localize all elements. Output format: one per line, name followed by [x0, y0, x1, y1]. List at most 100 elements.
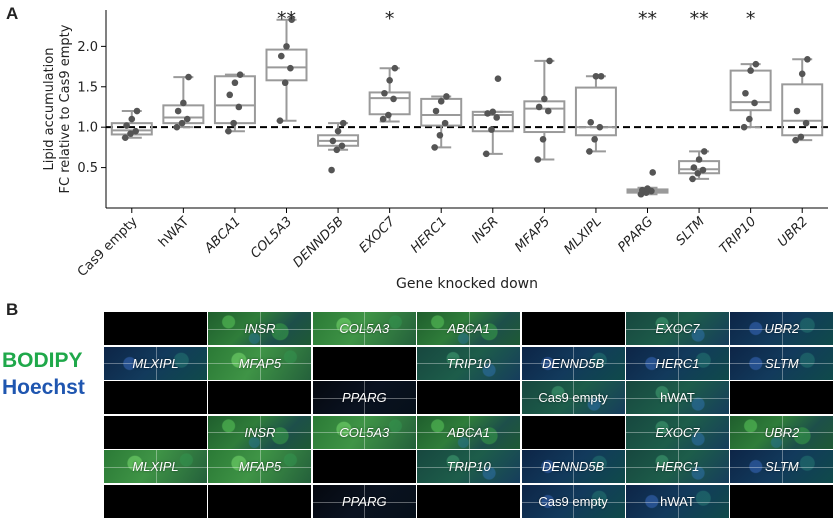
tile-seam-horizontal [521, 397, 625, 399]
data-point [644, 185, 651, 192]
data-point [494, 75, 502, 82]
x-tick-label: PPARG [615, 214, 656, 255]
microscopy-tile-empty [521, 415, 625, 449]
data-point [329, 137, 337, 145]
tile-seam-horizontal [730, 328, 834, 330]
tile-label: hWAT [660, 494, 695, 509]
boxplot-chart: 0.5 1.0 1.5 2.0 Lipid accumulation FC relativ… [42, 8, 828, 292]
microscopy-tile-herc1: HERC1 [626, 346, 729, 380]
tile-seam-vertical [364, 312, 366, 345]
legend-bodipy: BODIPY [2, 349, 83, 372]
tile-seam-vertical [259, 450, 261, 484]
microscopy-tile-abca1: ABCA1 [417, 415, 521, 449]
microscopy-tile-empty [208, 485, 312, 518]
tile-label: DENND5B [542, 459, 605, 475]
x-tick-label: MLXIPL [561, 214, 604, 257]
data-point [390, 95, 397, 103]
significance-marker: * [385, 8, 395, 30]
tile-label: TRIP10 [446, 355, 491, 371]
x-tick-label: TRIP10 [717, 214, 760, 257]
microscopy-tile-exoc7: EXOC7 [626, 415, 729, 449]
microscopy-tile-mlxipl: MLXIPL [104, 346, 207, 380]
y-tick-label: 1.0 [77, 121, 98, 136]
tile-seam-vertical [155, 346, 157, 380]
data-point [381, 89, 388, 97]
microscopy-tile-empty [208, 381, 312, 415]
data-point [334, 127, 342, 135]
microscopy-tile-ubr2: UBR2 [730, 312, 834, 345]
tile-seam-horizontal [626, 397, 729, 399]
data-point [132, 127, 139, 135]
y-axis-label-line1: Lipid accumulation [42, 48, 57, 171]
data-point [121, 134, 129, 141]
data-point [123, 122, 130, 129]
tile-seam-horizontal [417, 328, 521, 330]
data-point [174, 107, 182, 115]
data-point [333, 146, 341, 154]
tile-seam-vertical [677, 485, 679, 518]
data-point [793, 107, 801, 115]
data-point [700, 148, 708, 155]
tile-label: ABCA1 [447, 321, 490, 336]
tile-label: COL5A3 [339, 424, 390, 440]
data-point [231, 79, 239, 87]
tile-seam-horizontal [417, 432, 521, 434]
tile-seam-vertical [781, 312, 783, 345]
tile-seam-horizontal [104, 363, 207, 365]
data-point [534, 156, 542, 163]
tile-seam-horizontal [312, 397, 416, 399]
microscopy-tile-insr: INSR [208, 415, 312, 449]
x-tick-label: INSR [469, 214, 501, 246]
microscopy-tile-empty [417, 485, 521, 518]
tile-seam-horizontal [417, 466, 521, 468]
data-point [596, 123, 604, 131]
data-point [591, 136, 598, 143]
tile-label: EXOC7 [655, 424, 700, 440]
tile-seam-vertical [259, 346, 261, 380]
data-point [379, 115, 387, 123]
data-point [489, 108, 497, 116]
tile-seam-vertical [573, 346, 575, 380]
data-point [236, 71, 244, 78]
tile-label: MFAP5 [238, 355, 282, 371]
significance-marker: * [746, 8, 756, 30]
data-point [338, 142, 346, 150]
data-point [278, 52, 285, 60]
tile-label: PPARG [342, 390, 387, 406]
tile-label: HERC1 [655, 459, 700, 475]
data-point [804, 55, 811, 63]
microscopy-tile-sltm: SLTM [730, 450, 834, 484]
data-point [441, 119, 449, 127]
microscopy-tile-mfap5: MFAP5 [208, 450, 312, 484]
tile-seam-horizontal [312, 501, 416, 503]
data-point [173, 123, 181, 131]
data-point [798, 70, 806, 78]
data-point [493, 114, 500, 121]
data-point [639, 186, 646, 194]
x-tick-label: HERC1 [408, 214, 450, 256]
data-point [235, 103, 243, 111]
data-point [288, 16, 296, 23]
data-point [230, 119, 237, 127]
microscopy-tile-empty [312, 450, 416, 484]
tile-seam-horizontal [104, 466, 207, 468]
tile-label: hWAT [660, 390, 695, 406]
significance-marker: ** [638, 8, 657, 30]
microscopy-tile-empty [521, 312, 625, 345]
data-point [689, 175, 696, 183]
y-tick-label: 2.0 [77, 40, 98, 55]
microscopy-tile-dennd5b: DENND5B [521, 450, 625, 484]
microscopy-tile-col5a3: COL5A3 [312, 415, 416, 449]
data-point [592, 72, 600, 80]
tile-seam-vertical [677, 312, 679, 345]
tile-seam-vertical [468, 312, 470, 345]
microscopy-image-grid: INSR COL5A3 ABCA1 EXOC7 UBR2 MLXIPL MFAP5 TRIP1… [104, 312, 835, 520]
data-point [802, 119, 810, 127]
tile-seam-vertical [364, 485, 366, 518]
data-point [178, 119, 186, 127]
data-point [541, 95, 548, 103]
microscopy-tile-mfap5: MFAP5 [208, 346, 312, 380]
data-point [484, 110, 491, 117]
data-point [443, 93, 450, 100]
data-point [690, 164, 698, 171]
